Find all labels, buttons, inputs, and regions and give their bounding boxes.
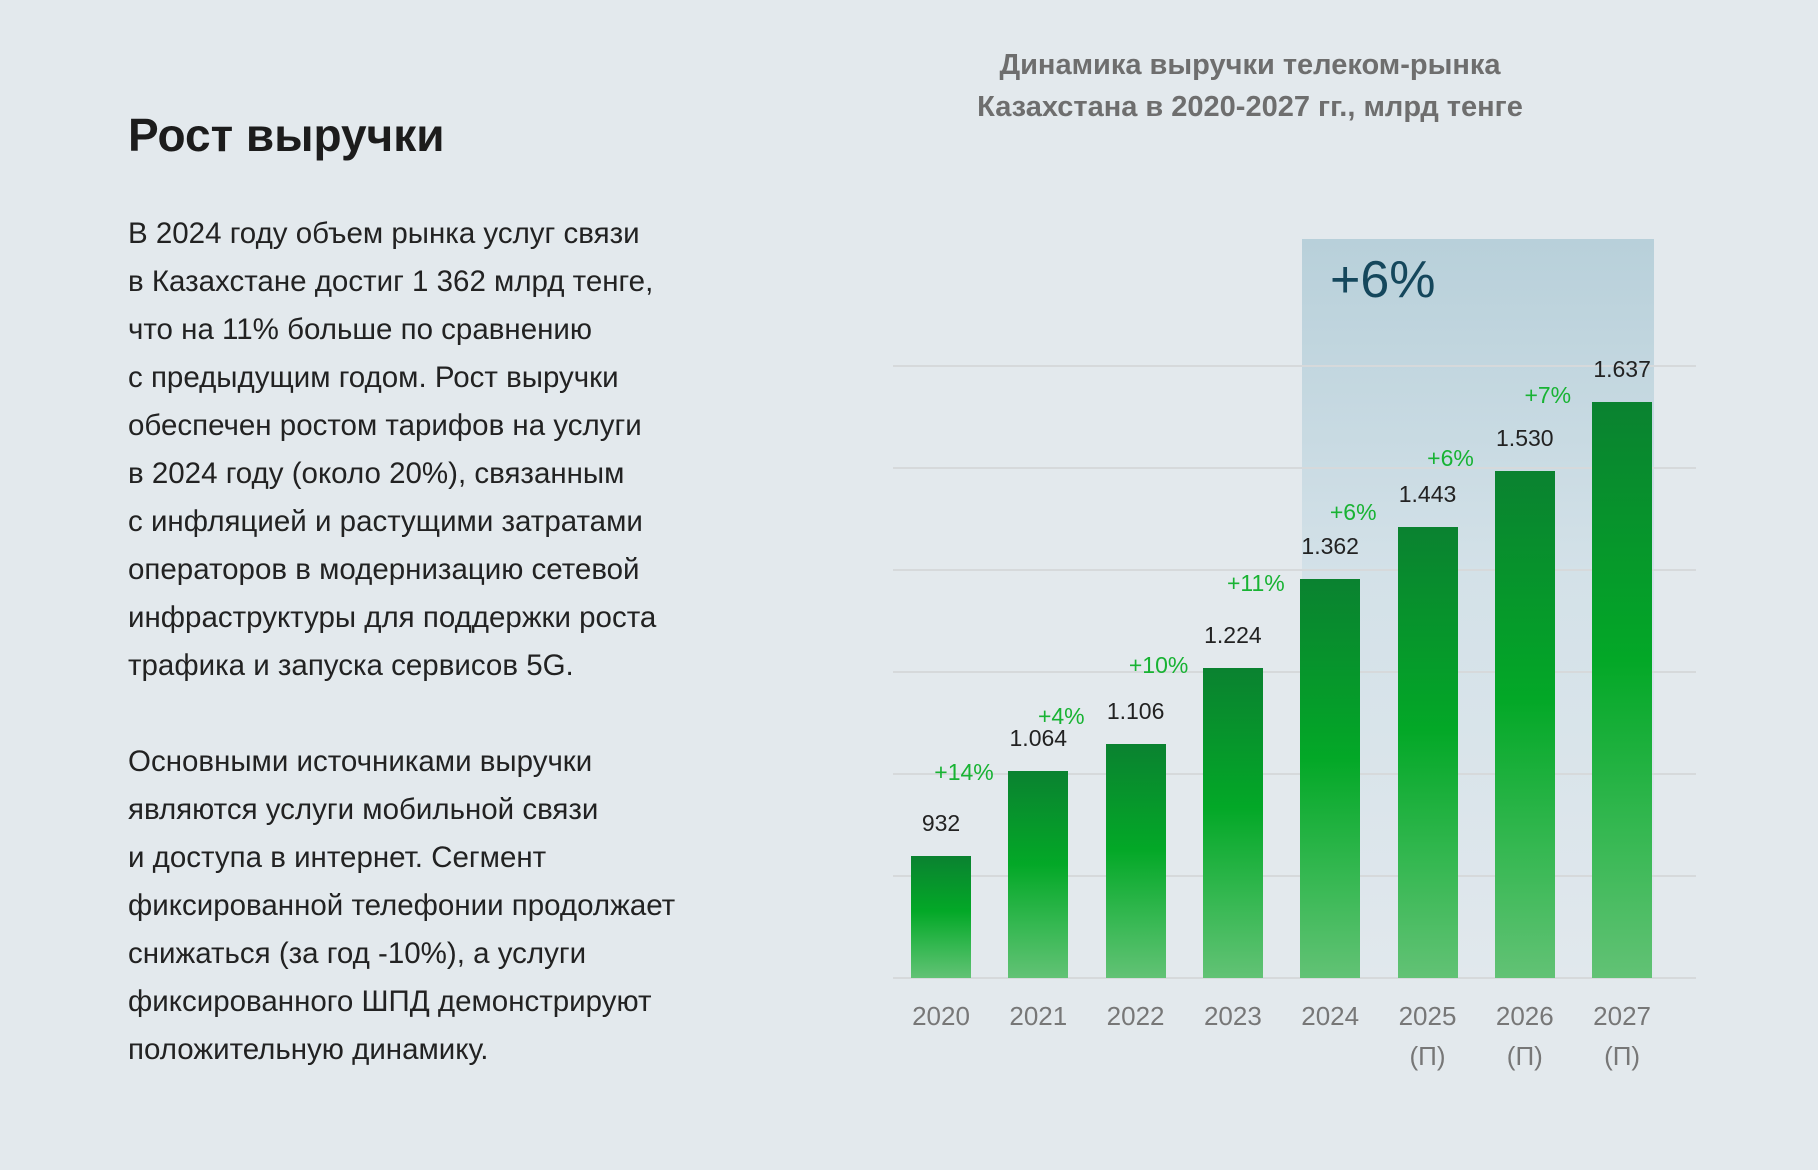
value-label: 1.443 <box>1398 480 1457 507</box>
growth-label: +7% <box>1524 382 1572 409</box>
value-label: 1.362 <box>1301 533 1359 560</box>
growth-label: +4% <box>1037 703 1085 730</box>
x-tick-forecast-note: (П) <box>1409 1041 1446 1071</box>
x-tick-label: 2022 <box>1081 996 1191 1036</box>
paragraph-line: снижаться (за год -10%), а услуги <box>128 937 587 970</box>
x-tick-label: 2023 <box>1178 996 1288 1036</box>
x-tick-year: 2025 <box>1398 1001 1457 1031</box>
x-tick-year: 2023 <box>1203 1001 1262 1031</box>
paragraph-line: инфраструктуры для поддержки роста <box>128 601 657 634</box>
chart-title-line: Динамика выручки телеком-рынка <box>999 49 1501 81</box>
x-tick-forecast-note: (П) <box>1506 1041 1543 1071</box>
bar-2021 <box>1008 770 1069 978</box>
x-tick-year: 2020 <box>912 1001 970 1031</box>
bar-2027 <box>1592 402 1653 978</box>
gridline <box>893 977 1696 979</box>
paragraph-line: в Казахстане достиг 1 362 млрд тенге, <box>128 265 654 298</box>
x-tick-label: 2026 (П) <box>1470 996 1580 1076</box>
cagr-label: +6% <box>1330 251 1436 309</box>
bar-2025 <box>1397 526 1458 978</box>
gridline <box>893 773 1696 775</box>
value-label: 1.530 <box>1496 424 1554 451</box>
x-tick-label: 2021 <box>983 996 1093 1036</box>
value-label: 1.064 <box>1009 724 1068 751</box>
growth-label: +14% <box>934 759 994 786</box>
x-tick-forecast-note: (П) <box>1604 1041 1641 1071</box>
paragraph-line: операторов в модернизацию сетевой <box>128 553 640 586</box>
paragraph-line: фиксированного ШПД демонстрируют <box>128 985 652 1018</box>
x-tick-label: 2020 <box>886 996 996 1036</box>
paragraph-line: что на 11% больше по сравнению <box>128 313 593 346</box>
section-heading: Рост выручки <box>128 109 445 161</box>
x-tick-year: 2024 <box>1301 1001 1360 1031</box>
x-tick-year: 2022 <box>1106 1001 1165 1031</box>
bar-2020 <box>911 856 971 978</box>
value-label: 932 <box>921 810 961 836</box>
paragraph-line: и доступа в интернет. Сегмент <box>128 841 547 874</box>
bar-2024 <box>1300 579 1361 978</box>
growth-label: +10% <box>1128 651 1189 678</box>
paragraph-line: положительную динамику. <box>128 1033 489 1066</box>
paragraph-line: являются услуги мобильной связи <box>128 793 599 826</box>
value-label: 1.224 <box>1204 621 1262 648</box>
gridline <box>893 671 1696 673</box>
x-tick-label: 2025 (П) <box>1373 996 1483 1076</box>
growth-label: +11% <box>1227 569 1285 596</box>
x-tick-year: 2026 <box>1495 1001 1554 1031</box>
chart-title-line: Казахстана в 2020-2027 гг., млрд тенге <box>977 91 1523 123</box>
paragraph-line: Основными источниками выручки <box>128 745 593 778</box>
paragraph-line: обеспечен ростом тарифов на услуги <box>128 409 642 442</box>
x-tick-year: 2027 <box>1593 1001 1652 1031</box>
gridline <box>893 365 1696 367</box>
gridline <box>893 467 1696 469</box>
paragraph-line: в 2024 году (около 20%), связанным <box>128 457 625 490</box>
value-label: 1.106 <box>1106 697 1165 724</box>
paragraph-market-volume: В 2024 году объем рынка услуг связи в Каз… <box>128 210 656 690</box>
value-label: 1.637 <box>1593 356 1651 382</box>
gridline <box>893 875 1696 877</box>
growth-label: +6% <box>1329 499 1377 525</box>
x-tick-label: 2027 (П) <box>1567 996 1677 1076</box>
paragraph-line: с инфляцией и растущими затратами <box>128 505 643 538</box>
paragraph-line: фиксированной телефонии продолжает <box>128 889 676 922</box>
growth-label: +6% <box>1427 444 1474 471</box>
paragraph-line: трафика и запуска сервисов 5G. <box>128 649 574 682</box>
chart-title: Динамика выручки телеком-рынка Казахстан… <box>850 44 1650 128</box>
bar-2022 <box>1105 743 1166 978</box>
bar-2026 <box>1494 470 1555 978</box>
x-tick-year: 2021 <box>1009 1001 1068 1031</box>
paragraph-line: с предыдущим годом. Рост выручки <box>128 361 619 394</box>
paragraph-line: В 2024 году объем рынка услуг связи <box>128 217 640 250</box>
paragraph-revenue-sources: Основными источниками выручки являются ус… <box>128 738 675 1074</box>
x-tick-label: 2024 <box>1275 996 1385 1036</box>
bar-2023 <box>1202 667 1263 978</box>
gridline <box>893 569 1696 571</box>
